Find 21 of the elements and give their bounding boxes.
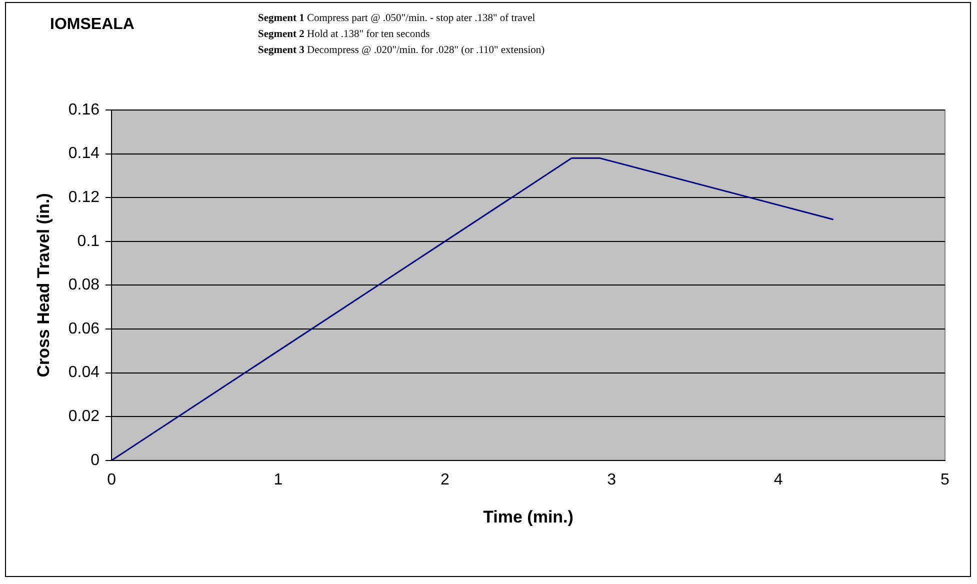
y-tick-label: 0.16 bbox=[68, 101, 100, 118]
x-tick-label: 2 bbox=[440, 471, 450, 488]
y-axis-title: Cross Head Travel (in.) bbox=[34, 193, 53, 378]
x-tick-label: 0 bbox=[107, 471, 116, 488]
x-tick-label: 5 bbox=[940, 471, 950, 488]
text: Segment 2 Hold at .138" for ten seconds bbox=[258, 28, 431, 42]
text: Segment 1 Compress part @ .050"/min. - stop ater .138" of travel bbox=[258, 12, 536, 26]
x-tick-label: 1 bbox=[274, 471, 283, 488]
text: Segment 3 Decompress @ .020"/min. for .028" (or .110" extension) bbox=[258, 44, 545, 58]
y-tick-label: 0.04 bbox=[68, 364, 100, 382]
y-tick-label: 0.08 bbox=[68, 276, 100, 294]
y-tick-label: 0.1 bbox=[77, 232, 100, 250]
y-tick-label: 0.06 bbox=[68, 320, 100, 338]
y-tick-label: 0 bbox=[90, 452, 100, 469]
x-tick-label: 4 bbox=[774, 471, 783, 488]
y-tick-label: 0.02 bbox=[68, 408, 100, 426]
x-axis-title: Time (min.) bbox=[483, 507, 574, 526]
y-tick-label: 0.14 bbox=[68, 145, 100, 162]
chart-title: IOMSEALA bbox=[50, 16, 134, 34]
x-tick-label: 3 bbox=[607, 471, 616, 488]
y-tick-label: 0.12 bbox=[68, 189, 100, 206]
